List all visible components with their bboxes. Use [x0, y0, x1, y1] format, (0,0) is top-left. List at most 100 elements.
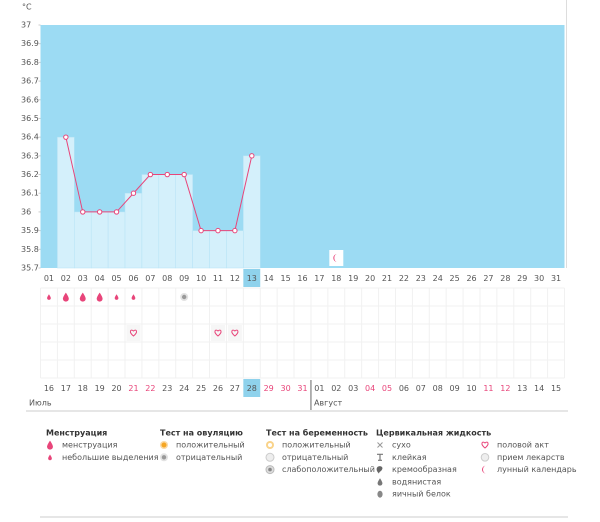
- temperature-bar: [57, 136, 75, 269]
- legend-label: отрицательный: [282, 453, 348, 462]
- icon-preg-positive: [266, 441, 274, 449]
- icon-drop: [47, 440, 53, 450]
- legend-label: клейкая: [392, 453, 427, 462]
- temperature-bar: [243, 155, 261, 269]
- y-tick-label: 36.7: [21, 77, 39, 86]
- date-label: 13: [517, 384, 527, 393]
- icon-heart: [481, 441, 489, 449]
- legend-label: половой акт: [497, 441, 549, 450]
- creamy: [376, 466, 383, 474]
- temperature-bar: [226, 230, 244, 269]
- date-label: 23: [162, 384, 172, 393]
- temperature-point: [164, 171, 170, 178]
- icon-drop-small: [114, 294, 119, 300]
- date-label: 01: [314, 384, 324, 393]
- day-label: 13: [247, 274, 257, 283]
- temperature-point: [232, 227, 238, 234]
- legend-label: кремообразная: [392, 465, 457, 474]
- icon-drop: [79, 292, 86, 302]
- day-label: 05: [111, 274, 121, 283]
- legend-label: слабоположительный: [282, 465, 375, 474]
- disc: [268, 443, 272, 447]
- y-tick-label: 35.8: [21, 245, 39, 254]
- icon-preg-weak: [265, 465, 275, 475]
- date-label: 16: [44, 384, 54, 393]
- day-label: 07: [145, 274, 155, 283]
- date-label: 19: [95, 384, 105, 393]
- legend-label: менструация: [62, 441, 118, 450]
- date-label: 07: [416, 384, 426, 393]
- date-label: 21: [128, 384, 138, 393]
- icon-moon: [333, 254, 338, 262]
- disc: [161, 455, 167, 460]
- legend-title: Цервикальная жидкость: [376, 429, 491, 438]
- drop: [62, 292, 69, 302]
- icon-dry: [377, 442, 383, 448]
- icon-heart: [214, 329, 222, 337]
- icon-ovu-negative: [180, 293, 189, 301]
- drop: [96, 292, 103, 302]
- day-label: 17: [314, 274, 324, 283]
- legend-label: положительный: [282, 441, 351, 450]
- day-label: 23: [416, 274, 426, 283]
- y-tick-label: 36: [21, 207, 31, 216]
- drop: [47, 294, 51, 300]
- day-label: 11: [213, 274, 223, 283]
- legend-label: лунный календарь: [497, 465, 577, 474]
- day-label: 21: [382, 274, 392, 283]
- disc: [181, 294, 187, 300]
- temperature-bar: [141, 174, 160, 269]
- moon-cell: [329, 250, 344, 266]
- icon-heart: [231, 329, 239, 337]
- drop: [48, 454, 52, 461]
- icon-watery: [377, 478, 383, 486]
- y-tick-label: 35.7: [21, 264, 39, 273]
- disc: [268, 467, 272, 472]
- drop: [114, 294, 119, 300]
- day-label: 20: [365, 274, 375, 283]
- y-unit: °C: [22, 3, 32, 12]
- y-tick-label: 36.9: [21, 39, 39, 48]
- moon: [482, 465, 486, 474]
- date-label: 18: [78, 384, 88, 393]
- cross: [377, 442, 383, 448]
- icon-drop: [62, 292, 69, 302]
- date-label: 15: [551, 384, 561, 393]
- icon-drop-small: [47, 294, 51, 300]
- day-label: 09: [179, 274, 189, 283]
- day-label: 18: [331, 274, 341, 283]
- date-label: 27: [230, 384, 240, 393]
- icon-drop-small: [48, 454, 52, 461]
- icon-preg-negative: [265, 452, 275, 462]
- date-label: 28: [247, 384, 257, 393]
- date-label: 29: [264, 384, 274, 393]
- icon-eggwhite: [377, 490, 383, 498]
- heart: [214, 329, 222, 337]
- date-label: 30: [281, 384, 291, 393]
- date-label: 22: [145, 384, 155, 393]
- date-label: 03: [348, 384, 358, 393]
- y-tick-label: 36.8: [21, 58, 39, 67]
- legend-title: Менструация: [46, 429, 107, 438]
- y-tick-label: 36.1: [21, 189, 39, 198]
- date-label: 09: [450, 384, 460, 393]
- icon-heart: [129, 329, 137, 337]
- moon: [333, 254, 338, 262]
- day-label: 30: [534, 274, 544, 283]
- day-label: 24: [433, 274, 443, 283]
- date-label: 10: [466, 384, 476, 393]
- heart: [129, 329, 137, 337]
- temperature-bar: [209, 230, 227, 269]
- drop: [47, 440, 53, 450]
- temperature-point: [130, 190, 137, 196]
- icon-pill: [480, 452, 490, 462]
- temperature-point: [215, 227, 221, 234]
- day-label: 01: [44, 274, 54, 283]
- legend-label: сухо: [392, 441, 411, 450]
- day-label: 28: [500, 274, 510, 283]
- drop: [377, 478, 383, 486]
- day-label: 22: [399, 274, 409, 283]
- date-label: 08: [433, 384, 443, 393]
- date-label: 20: [111, 384, 121, 393]
- disc: [480, 452, 490, 462]
